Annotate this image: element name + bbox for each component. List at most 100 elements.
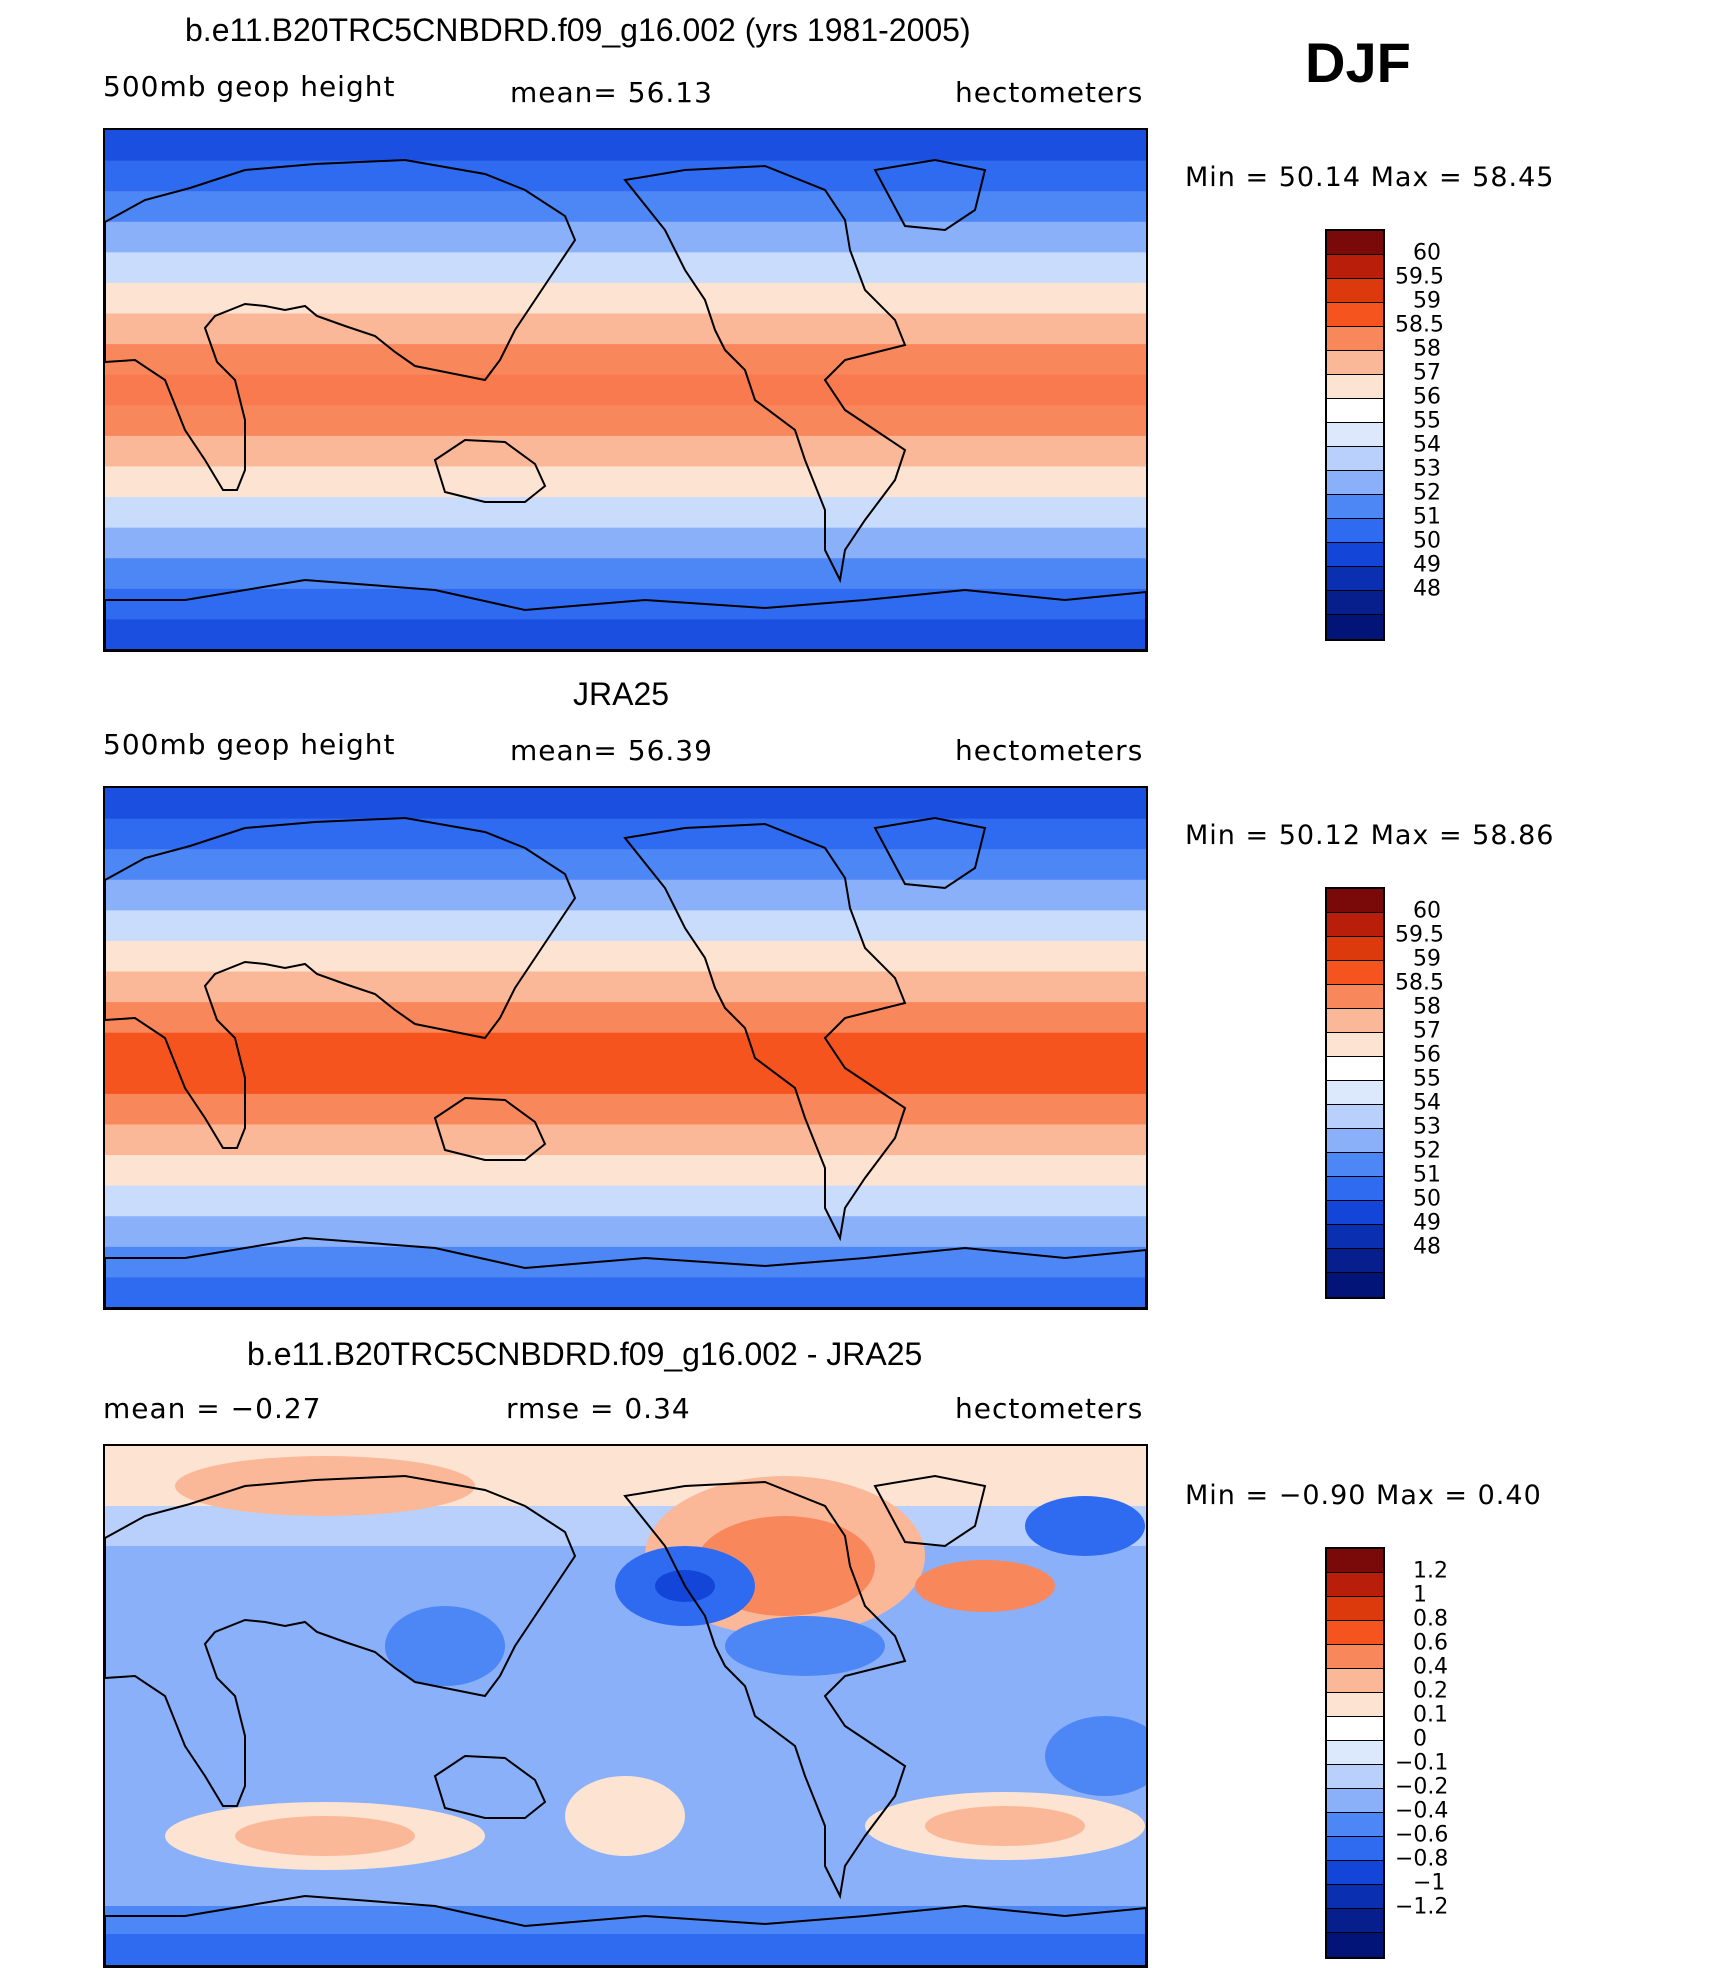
colorbar-swatch (1327, 1201, 1383, 1225)
latitude-band (105, 1277, 1146, 1308)
anomaly-contour (1045, 1716, 1146, 1796)
panel3-min-max: Min = −0.90 Max = 0.40 (1185, 1480, 1542, 1511)
colorbar-tick-label: 0.4 (1413, 1654, 1448, 1680)
colorbar-tick-label: 54 (1413, 432, 1441, 458)
colorbar-tick-label: 1 (1413, 1582, 1427, 1608)
coastline (105, 1894, 1146, 1966)
colorbar-swatch (1327, 1153, 1383, 1177)
latitude-band (105, 252, 1146, 284)
colorbar-tick-label: −0.1 (1395, 1750, 1449, 1776)
latitude-band (105, 971, 1146, 1004)
panel3-units-label: hectometers (955, 1392, 1144, 1425)
colorbar-swatch (1327, 591, 1383, 615)
panel2-title: JRA25 (573, 676, 670, 712)
colorbar-tick-label: 55 (1413, 408, 1441, 434)
colorbar-swatch (1327, 961, 1383, 985)
latitude-band (105, 1002, 1146, 1034)
colorbar-swatch (1327, 303, 1383, 327)
colorbar-swatch (1327, 1009, 1383, 1033)
colorbar-swatch (1327, 1621, 1383, 1645)
latitude-band (105, 1124, 1146, 1157)
panel1-title: b.e11.B20TRC5CNBDRD.f09_g16.002 (yrs 198… (185, 12, 971, 48)
latitude-band (105, 282, 1146, 315)
colorbar-swatch (1327, 1273, 1383, 1297)
colorbar-swatch (1327, 399, 1383, 423)
colorbar-swatch (1327, 615, 1383, 639)
colorbar-tick-label: 50 (1413, 528, 1441, 554)
panel3-map-canvas (105, 1446, 1146, 1966)
panel3-rmse-label: rmse = 0.34 (506, 1392, 691, 1425)
anomaly-contour (1025, 1496, 1145, 1556)
colorbar-tick-label: −0.4 (1395, 1798, 1449, 1824)
anomaly-contour (175, 1456, 475, 1516)
colorbar-swatch (1327, 1573, 1383, 1597)
panel1-mean-label: mean= 56.13 (510, 76, 713, 109)
colorbar-swatch (1327, 1693, 1383, 1717)
coastline (623, 1480, 907, 1900)
panel2-min-max: Min = 50.12 Max = 58.86 (1185, 820, 1555, 851)
colorbar-swatch (1327, 889, 1383, 913)
latitude-band (105, 1216, 1146, 1248)
colorbar-tick-label: 59.5 (1395, 264, 1444, 290)
colorbar-tick-label: 57 (1413, 1018, 1441, 1044)
colorbar-swatch (1327, 1765, 1383, 1789)
coastline (433, 1096, 547, 1161)
latitude-band (105, 466, 1146, 499)
colorbar-swatch (1327, 1249, 1383, 1273)
latitude-band (105, 818, 1146, 851)
panel3-title: b.e11.B20TRC5CNBDRD.f09_g16.002 - JRA25 (247, 1336, 923, 1372)
colorbar-swatch (1327, 1861, 1383, 1885)
colorbar-tick-label: 51 (1413, 504, 1441, 530)
panel2-map-canvas (105, 788, 1146, 1308)
latitude-band (105, 160, 1146, 193)
coastline (623, 164, 907, 584)
colorbar-swatch (1327, 1669, 1383, 1693)
latitude-band (105, 619, 1146, 650)
colorbar-swatch (1327, 1129, 1383, 1153)
latitude-band (105, 879, 1146, 912)
colorbar-tick-label: −0.8 (1395, 1846, 1449, 1872)
colorbar-tick-label: 48 (1413, 576, 1441, 602)
coastline (873, 816, 987, 890)
colorbar-swatch (1327, 1549, 1383, 1573)
colorbar-swatch (1327, 1597, 1383, 1621)
panel3-colorbar-labels: 1.2 1 0.8 0.6 0.4 0.2 0.1 0 −0.1 −0.2 −0.4 −0.6 −0.8… (1395, 1547, 1515, 1959)
colorbar-swatch (1327, 543, 1383, 567)
panel2-colorbar-labels: 60 59.5 59 58.5 58 57 56 55 54 53 52 51 50 49 48 (1395, 887, 1515, 1299)
anomaly-band (105, 1934, 1146, 1966)
colorbar-tick-label: 51 (1413, 1162, 1441, 1188)
colorbar-swatch (1327, 1057, 1383, 1081)
colorbar-tick-label: 1.2 (1413, 1558, 1448, 1584)
panel3-map (103, 1444, 1148, 1968)
anomaly-contour (385, 1606, 505, 1686)
colorbar-tick-label: 0.2 (1413, 1678, 1448, 1704)
season-label: DJF (1305, 31, 1411, 94)
panel1-colorbar (1325, 229, 1385, 641)
coastline (433, 438, 547, 503)
latitude-band (105, 558, 1146, 590)
colorbar-swatch (1327, 375, 1383, 399)
latitude-band (105, 313, 1146, 346)
latitude-band (105, 435, 1146, 468)
colorbar-swatch (1327, 519, 1383, 543)
colorbar-tick-label: 59.5 (1395, 922, 1444, 948)
colorbar-tick-label: 49 (1413, 1210, 1441, 1236)
latitude-band (105, 1063, 1146, 1095)
latitude-band (105, 344, 1146, 376)
colorbar-swatch (1327, 1909, 1383, 1933)
coastline (105, 816, 577, 1149)
latitude-band (105, 497, 1146, 529)
colorbar-swatch (1327, 447, 1383, 471)
colorbar-swatch (1327, 1837, 1383, 1861)
latitude-band (105, 374, 1146, 407)
colorbar-tick-label: 53 (1413, 1114, 1441, 1140)
panel2-map (103, 786, 1148, 1310)
coastline (873, 158, 987, 232)
colorbar-tick-label: 53 (1413, 456, 1441, 482)
colorbar-tick-label: 58.5 (1395, 312, 1444, 338)
colorbar-tick-label: −1.2 (1395, 1894, 1449, 1920)
colorbar-swatch (1327, 1033, 1383, 1057)
coastline (105, 158, 577, 491)
colorbar-swatch (1327, 1717, 1383, 1741)
coastline (105, 1474, 577, 1807)
